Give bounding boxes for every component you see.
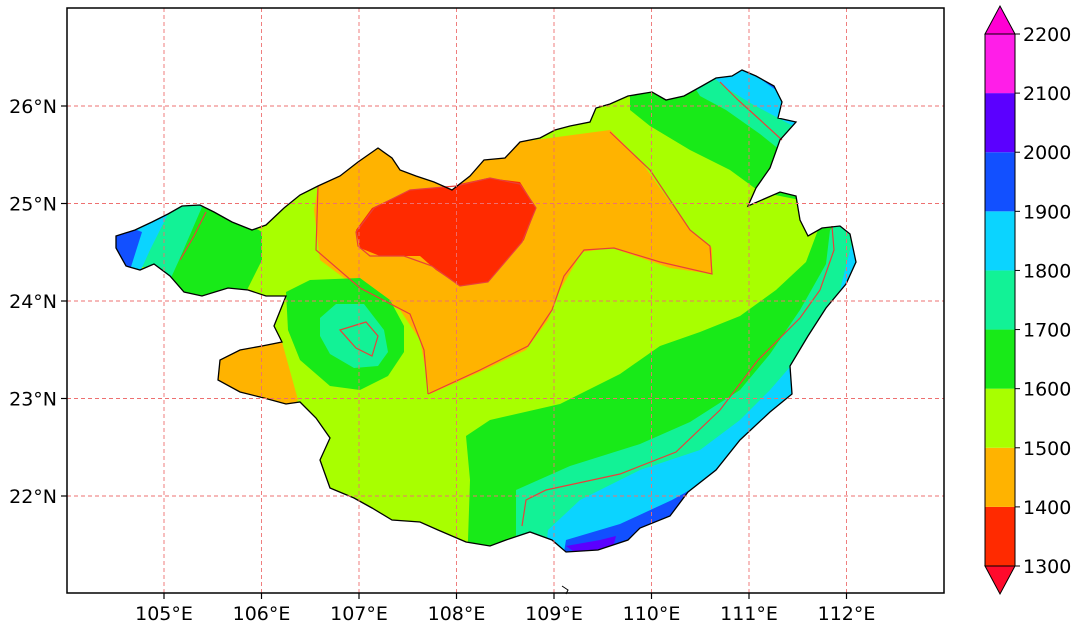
contour-line — [427, 131, 713, 395]
lat-tick-label: 24°N — [9, 291, 57, 313]
colorbar-segment — [985, 506, 1015, 566]
colorbar-extend-low — [984, 565, 1016, 596]
lon-tick-label: 106°E — [233, 603, 291, 625]
colorbar-label: 2000 — [1023, 142, 1071, 164]
colorbar-segment — [985, 211, 1015, 271]
colorbar-label: 1500 — [1023, 438, 1071, 460]
latitude-labels: 22°N 23°N 24°N 25°N 26°N — [9, 96, 67, 508]
colorbar-segment — [985, 447, 1015, 507]
colorbar-segment — [985, 329, 1015, 389]
contour-line — [338, 321, 379, 357]
lon-tick-label: 112°E — [818, 603, 876, 625]
contour-lines — [179, 81, 835, 527]
contour-1700-1800-blob — [320, 304, 388, 368]
contour-line — [719, 81, 783, 141]
lon-tick-label: 110°E — [623, 603, 681, 625]
lon-tick-label: 107°E — [330, 603, 388, 625]
colorbar-label: 1800 — [1023, 260, 1071, 282]
lat-tick-label: 23°N — [9, 389, 57, 411]
contour-line — [179, 211, 207, 261]
lon-tick-label: 108°E — [428, 603, 486, 625]
colorbar-label: 1700 — [1023, 320, 1071, 342]
colorbar-label: 1600 — [1023, 379, 1071, 401]
lon-tick-label: 109°E — [525, 603, 583, 625]
region-boundary — [115, 69, 857, 553]
lon-tick-label: 105°E — [135, 603, 193, 625]
colorbar-label: 1400 — [1023, 497, 1071, 519]
contour-line — [355, 177, 537, 287]
lon-tick-label: 111°E — [720, 603, 778, 625]
colorbar-label: 2200 — [1023, 24, 1071, 46]
graticule — [67, 8, 944, 593]
colorbar-label: 1300 — [1023, 556, 1071, 578]
colorbar-border — [984, 33, 1016, 567]
colorbar-label: 2100 — [1023, 83, 1071, 105]
colorbar-segment — [985, 388, 1015, 448]
colorbar-segment — [985, 34, 1015, 94]
colorbar-extend-high — [984, 4, 1016, 35]
contour-line — [521, 225, 835, 527]
lat-tick-label: 22°N — [9, 486, 57, 508]
contour-1300-1400 — [356, 178, 536, 286]
colorbar-segment — [985, 152, 1015, 212]
colorbar: 1300 1400 1500 1600 1700 1800 1900 2000 2100 2200 — [984, 4, 1071, 596]
colorbar-segment — [985, 270, 1015, 330]
longitude-labels: 105°E 106°E 107°E 108°E 109°E 110°E 111°E 112°E — [135, 593, 875, 625]
lat-tick-label: 25°N — [9, 194, 57, 216]
colorbar-segment — [985, 93, 1015, 153]
lat-tick-label: 26°N — [9, 96, 57, 118]
colorbar-label: 1900 — [1023, 201, 1071, 223]
